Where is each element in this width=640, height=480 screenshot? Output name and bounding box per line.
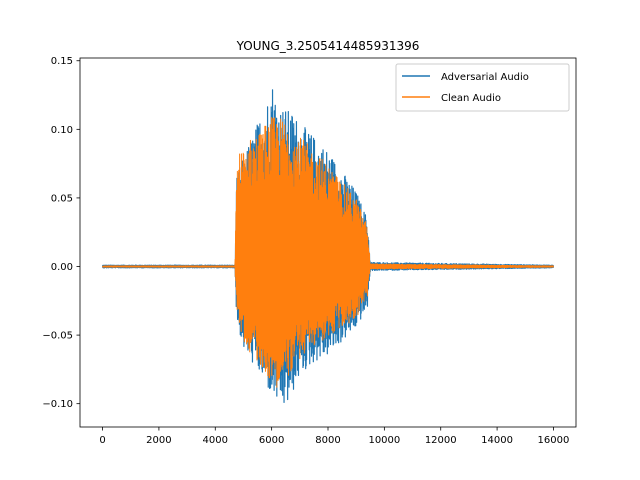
x-tick-label: 4000 (203, 435, 228, 446)
x-axis: 0 2000 4000 6000 8000 10000 12000 14000 16000 (99, 427, 569, 446)
x-tick-label: 10000 (368, 435, 400, 446)
x-tick-label: 8000 (315, 435, 340, 446)
legend-label-adversarial: Adversarial Audio (441, 72, 529, 83)
x-tick-label: 2000 (146, 435, 171, 446)
y-tick-label: 0.05 (51, 193, 73, 204)
y-tick-label: 0.00 (51, 262, 73, 273)
x-tick-label: 16000 (538, 435, 570, 446)
y-axis: −0.10 −0.05 0.00 0.05 0.10 0.15 (42, 56, 80, 410)
plot-area (101, 89, 555, 403)
y-tick-label: −0.05 (42, 331, 73, 342)
x-tick-label: 0 (99, 435, 105, 446)
legend-box (395, 63, 570, 112)
y-tick-label: 0.10 (51, 125, 73, 136)
series-line-1 (102, 117, 554, 388)
legend-label-clean: Clean Audio (441, 93, 501, 104)
y-tick-label: −0.10 (42, 399, 73, 410)
series-layer (101, 89, 555, 403)
x-tick-label: 14000 (481, 435, 513, 446)
legend: Adversarial Audio Clean Audio (395, 63, 570, 112)
y-tick-label: 0.15 (51, 56, 73, 67)
x-tick-label: 6000 (259, 435, 284, 446)
x-tick-label: 12000 (425, 435, 457, 446)
chart-title: YOUNG_3.2505414485931396 (236, 39, 420, 53)
